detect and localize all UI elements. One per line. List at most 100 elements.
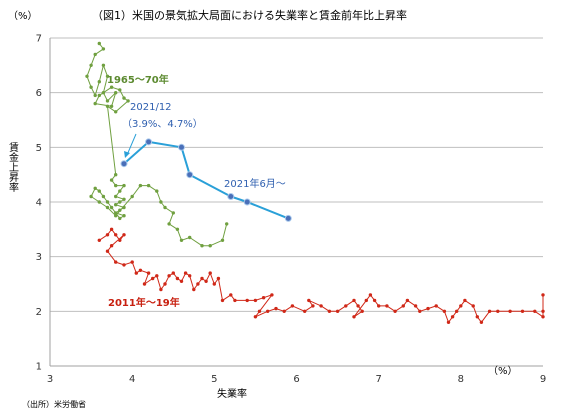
series-1-point-33 — [229, 293, 233, 297]
series-0-point-24 — [114, 183, 118, 188]
x-axis-title: 失業率 — [217, 387, 247, 400]
series-1-point-8 — [114, 260, 118, 264]
callout-arrowhead — [124, 151, 130, 158]
series-1-point-16 — [155, 274, 159, 278]
series-0-point-52 — [167, 222, 171, 226]
series-1-point-31 — [216, 276, 221, 281]
series-1-point-27 — [200, 276, 204, 281]
series-1-point-84 — [541, 293, 545, 297]
series-1-point-21 — [175, 276, 180, 281]
series-0-point-51 — [171, 211, 175, 215]
series-1-point-13 — [146, 271, 151, 275]
annotation-1965-70: 1965〜70年 — [107, 73, 169, 86]
series-0 — [85, 41, 229, 248]
series-1-point-36 — [253, 298, 258, 303]
series-1-point-48 — [319, 304, 323, 308]
series-1-point-40 — [253, 315, 258, 319]
series-0-point-1 — [101, 47, 106, 51]
series-1-point-78 — [496, 309, 500, 313]
series-0-point-59 — [225, 222, 229, 226]
series-1-point-26 — [196, 282, 200, 286]
series-0-point-11 — [105, 99, 110, 103]
series-1-point-75 — [475, 315, 479, 319]
series-0-point-42 — [97, 200, 102, 204]
series-1-point-79 — [508, 309, 512, 313]
series-0-point-58 — [220, 238, 225, 242]
series-1-point-38 — [270, 293, 274, 297]
series-0-point-36 — [109, 205, 114, 210]
series-1-point-70 — [450, 315, 455, 319]
series-0-point-57 — [208, 244, 212, 248]
series-0-point-40 — [93, 186, 97, 190]
series-0-point-23 — [109, 178, 114, 182]
series-2-point-0 — [120, 160, 128, 168]
grid — [50, 37, 543, 367]
series-0-point-29 — [118, 200, 122, 204]
source-note: （出所）米労働省 — [22, 399, 86, 409]
series-2-point-1 — [145, 138, 153, 146]
axes: 1 2 3 4 5 6 7 3 4 5 6 7 8 9 — [36, 34, 547, 386]
series-1-point-32 — [220, 298, 225, 303]
series-0-point-13 — [109, 104, 114, 109]
series-0-point-56 — [200, 244, 204, 248]
series-1-point-2 — [109, 227, 114, 231]
series-2-point-2 — [178, 143, 185, 151]
series-1-point-73 — [463, 298, 467, 303]
series-0-point-8 — [101, 63, 106, 67]
series-0-point-53 — [175, 227, 180, 231]
series-1-point-3 — [114, 233, 118, 237]
y-tick-label-7: 7 — [36, 34, 42, 45]
series-1-point-1 — [105, 233, 110, 237]
series-1-point-46 — [311, 304, 315, 308]
series — [85, 41, 545, 324]
series-1-point-49 — [327, 309, 332, 313]
series-1-point-59 — [377, 304, 381, 308]
series-1-point-20 — [171, 271, 175, 275]
series-0-point-31 — [122, 205, 126, 210]
labels: （図1）米国の景気拡大局面における失業率と賃金前年比上昇率 （%） （%） 失業… — [7, 8, 518, 409]
series-1-point-82 — [541, 315, 545, 319]
series-1-point-53 — [356, 304, 360, 308]
series-1-point-41 — [266, 309, 270, 313]
series-1-point-24 — [188, 274, 192, 278]
series-1-point-61 — [393, 309, 397, 313]
series-1-point-14 — [142, 282, 147, 286]
series-0-point-44 — [114, 214, 118, 218]
y-tick-label-4: 4 — [36, 198, 42, 209]
series-1-point-50 — [335, 309, 340, 313]
series-1-point-57 — [368, 293, 373, 297]
y-tick-label-6: 6 — [36, 88, 42, 99]
callout-date: 2021/12 — [130, 102, 172, 113]
series-0-point-6 — [93, 93, 97, 98]
series-0-point-47 — [146, 183, 151, 188]
series-1-point-18 — [163, 282, 167, 286]
x-tick-label-4: 4 — [129, 374, 135, 385]
series-1-point-51 — [344, 304, 348, 308]
series-0-point-39 — [97, 189, 102, 193]
series-2-point-6 — [284, 214, 292, 222]
series-1-point-66 — [426, 306, 430, 311]
y-axis-title: 賃金上昇率 — [7, 141, 19, 193]
series-1-point-81 — [533, 309, 537, 313]
x-unit-label: （%） — [488, 365, 518, 377]
series-1-point-43 — [282, 309, 286, 313]
series-0-point-7 — [97, 80, 102, 84]
series-1-point-69 — [446, 320, 451, 324]
series-0-point-15 — [97, 93, 102, 98]
series-1-point-10 — [130, 260, 134, 264]
series-1-point-42 — [274, 306, 278, 311]
series-0-point-32 — [118, 208, 122, 212]
series-1-point-55 — [352, 315, 356, 319]
series-1-point-62 — [401, 304, 405, 308]
series-1-point-22 — [179, 279, 184, 283]
series-0-point-19 — [126, 99, 130, 103]
series-1-point-45 — [303, 309, 307, 313]
series-0-point-46 — [138, 183, 143, 188]
series-1-point-74 — [471, 304, 475, 308]
x-tick-label-3: 3 — [47, 374, 53, 385]
series-1-point-23 — [183, 271, 188, 275]
y-unit-label: （%） — [8, 10, 38, 22]
series-0-point-38 — [101, 194, 106, 199]
